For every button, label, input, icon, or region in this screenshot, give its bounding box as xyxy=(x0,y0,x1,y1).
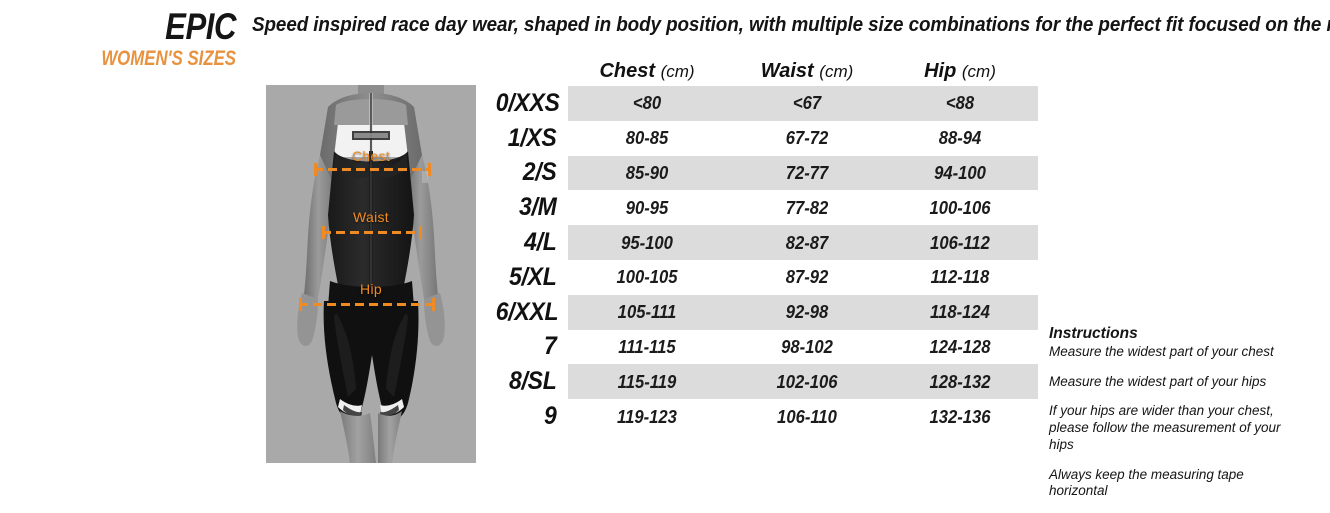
row-chest-value: 95-100 xyxy=(621,231,673,253)
row-hip-value: 132-136 xyxy=(929,405,991,427)
instruction-line: If your hips are wider than your chest, p… xyxy=(1049,403,1281,453)
hip-measure-line xyxy=(299,303,435,306)
row-hip-value: <88 xyxy=(945,92,975,114)
tagline: Speed inspired race day wear, shaped in … xyxy=(252,13,1330,36)
chest-measure-line xyxy=(314,168,431,171)
row-hip-value: 100-106 xyxy=(929,196,991,218)
row-size-label: 4/L xyxy=(524,228,557,257)
hip-measure-label: Hip xyxy=(360,281,382,297)
row-waist-value: <67 xyxy=(792,92,822,114)
row-waist-value: 82-87 xyxy=(785,231,829,253)
chest-measure-cap-right xyxy=(428,163,431,176)
row-hip-value: 124-128 xyxy=(929,335,991,357)
row-hip-value: 112-118 xyxy=(930,266,990,288)
table-row: 4/L 95-100 82-87 106-112 xyxy=(490,225,1038,260)
row-size-label: 3/M xyxy=(518,193,557,222)
header-waist-name: Waist xyxy=(760,59,814,82)
row-waist-value: 98-102 xyxy=(781,335,833,357)
row-hip-value: 94-100 xyxy=(934,161,986,183)
row-size-label: 5/XL xyxy=(508,262,557,291)
row-waist-value: 87-92 xyxy=(785,266,829,288)
row-waist-value: 92-98 xyxy=(785,301,829,323)
row-size-label: 2/S xyxy=(522,158,557,187)
brand-logo-epic: EPIC xyxy=(165,6,236,47)
cyclist-illustration xyxy=(266,85,476,463)
row-size-label: 0/XXS xyxy=(495,88,560,117)
row-size-label: 9 xyxy=(543,402,557,431)
table-row: 6/XXL 105-111 92-98 118-124 xyxy=(490,294,1038,330)
row-chest-value: <80 xyxy=(632,92,662,114)
row-chest-value: 100-105 xyxy=(616,266,678,288)
row-chest-value: 115-119 xyxy=(617,370,677,392)
header-hip-unit: (cm) xyxy=(961,61,996,81)
hip-measure-cap-left xyxy=(299,298,302,311)
table-row: 5/XL 100-105 87-92 112-118 xyxy=(490,260,1038,295)
header-chest-name: Chest xyxy=(599,59,656,82)
row-waist-value: 72-77 xyxy=(785,161,829,183)
row-waist-value: 77-82 xyxy=(785,196,829,218)
row-hip-value: 128-132 xyxy=(929,370,991,392)
waist-measure-line xyxy=(322,231,422,234)
row-size-label: 8/SL xyxy=(508,367,557,396)
row-chest-value: 90-95 xyxy=(625,196,669,218)
hip-measure-cap-right xyxy=(432,298,435,311)
row-chest-value: 105-111 xyxy=(617,301,677,323)
instruction-line: Always keep the measuring tape horizonta… xyxy=(1049,466,1244,500)
brand-subtitle: WOMEN'S SIZES xyxy=(101,47,236,70)
table-row: 3/M 90-95 77-82 100-106 xyxy=(490,190,1038,225)
table-row: 2/S 85-90 72-77 94-100 xyxy=(490,155,1038,191)
chest-measure-label: Chest xyxy=(351,148,391,164)
instructions-title: Instructions xyxy=(1049,325,1138,342)
row-hip-value: 106-112 xyxy=(930,231,990,253)
instruction-line: Measure the widest part of your chest xyxy=(1049,343,1274,360)
instructions-list: Measure the widest part of your chest Mea… xyxy=(1049,344,1319,500)
waist-measure-cap-left xyxy=(322,226,325,239)
row-chest-value: 85-90 xyxy=(625,161,669,183)
table-body: 0/XXS <80 <67 <88 1/XS 80-85 67-72 88-94 2/S 85-9… xyxy=(490,86,1038,434)
row-waist-value: 67-72 xyxy=(785,127,829,149)
table-header-row: Chest (cm) Waist (cm) Hip (cm) xyxy=(490,56,1038,86)
row-waist-value: 106-110 xyxy=(777,405,837,427)
header-chest: Chest (cm) xyxy=(562,60,732,83)
chest-measure-cap-left xyxy=(314,163,317,176)
table-row: 8/SL 115-119 102-106 128-132 xyxy=(490,364,1038,399)
instructions-panel: Instructions Measure the widest part of … xyxy=(1049,325,1319,513)
table-row: 1/XS 80-85 67-72 88-94 xyxy=(490,121,1038,156)
row-size-label: 1/XS xyxy=(507,123,557,152)
row-size-label: 7 xyxy=(543,332,557,361)
row-chest-value: 111-115 xyxy=(618,335,676,357)
size-chart-table: Chest (cm) Waist (cm) Hip (cm) 0/XXS <80 <… xyxy=(490,56,1038,434)
waist-measure-cap-right xyxy=(419,226,422,239)
header-waist-unit: (cm) xyxy=(819,61,854,81)
row-hip-value: 88-94 xyxy=(938,127,982,149)
waist-measure-label: Waist xyxy=(353,209,389,225)
header-hip: Hip (cm) xyxy=(882,60,1038,83)
table-row: 9 119-123 106-110 132-136 xyxy=(490,399,1038,434)
brand-block: EPIC WOMEN'S SIZES xyxy=(0,8,236,69)
product-photo: Chest Waist Hip xyxy=(266,85,476,463)
row-chest-value: 80-85 xyxy=(625,127,669,149)
instruction-line: Measure the widest part of your hips xyxy=(1049,373,1267,390)
row-size-label: 6/XXL xyxy=(495,297,559,326)
row-waist-value: 102-106 xyxy=(776,370,838,392)
row-hip-value: 118-124 xyxy=(930,301,990,323)
table-row: 0/XXS <80 <67 <88 xyxy=(490,86,1038,121)
header-waist: Waist (cm) xyxy=(732,60,882,83)
table-row: 7 111-115 98-102 124-128 xyxy=(490,330,1038,365)
header-hip-name: Hip xyxy=(924,59,957,82)
header-chest-unit: (cm) xyxy=(660,61,695,81)
row-chest-value: 119-123 xyxy=(617,405,677,427)
